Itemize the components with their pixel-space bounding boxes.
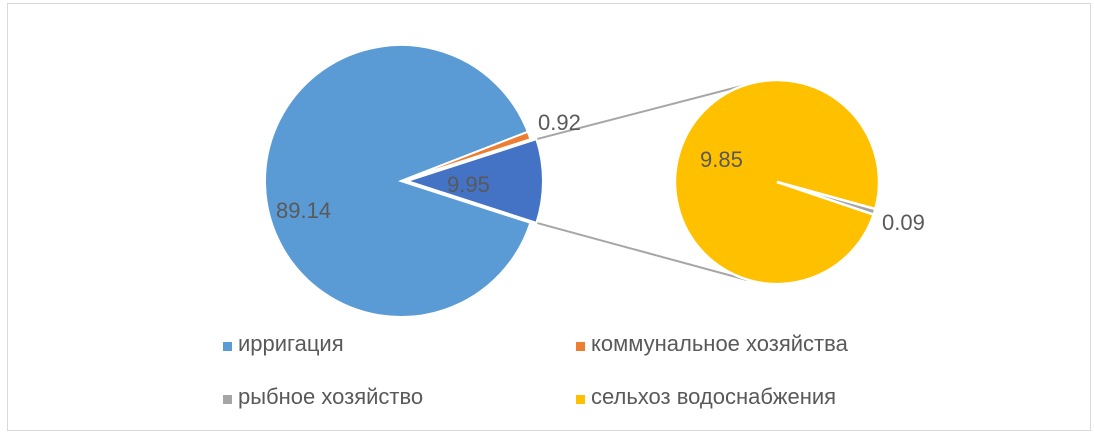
legend-label: ирригация — [238, 331, 344, 356]
main-label-communal: 0.92 — [538, 110, 581, 135]
secondary-label-fish: 0.09 — [882, 210, 925, 235]
connector-line-bottom — [536, 221, 748, 281]
legend-item-рыбное-хозяйство: рыбное хозяйство — [223, 384, 423, 409]
legend-swatch — [223, 395, 232, 404]
legend-swatch — [576, 342, 585, 351]
legend: ирригация коммунальное хозяйства рыбное хо… — [223, 331, 849, 409]
secondary-pie-slice-рыбное-хозяйство — [776, 180, 877, 217]
legend-item-сельхоз-водоснабжения: сельхоз водоснабжения — [576, 384, 836, 409]
legend-swatch — [576, 395, 585, 404]
legend-item-ирригация: ирригация — [223, 331, 344, 356]
main-label-other: 9.95 — [447, 172, 490, 197]
chart-area — [7, 3, 1091, 431]
legend-label: коммунальное хозяйства — [591, 331, 849, 356]
main-pie-slice-other — [403, 137, 544, 225]
main-pie-slice-ирригация — [264, 44, 532, 318]
legend-label: рыбное хозяйство — [238, 384, 423, 409]
legend-item-коммунальное-хозяйства: коммунальное хозяйства — [576, 331, 849, 356]
legend-swatch — [223, 342, 232, 351]
main-label-irrigation: 89.14 — [276, 198, 331, 223]
legend-label: сельхоз водоснабжения — [591, 384, 836, 409]
data-labels: 89.14 0.92 9.95 9.85 0.09 — [276, 110, 925, 235]
main-pie-slice-коммунальное-хозяйства — [400, 130, 532, 182]
connector-line-top — [536, 81, 758, 141]
connector-lines — [536, 81, 758, 281]
main-pie — [264, 44, 544, 318]
secondary-pie — [673, 78, 881, 286]
secondary-label-agri: 9.85 — [700, 147, 743, 172]
